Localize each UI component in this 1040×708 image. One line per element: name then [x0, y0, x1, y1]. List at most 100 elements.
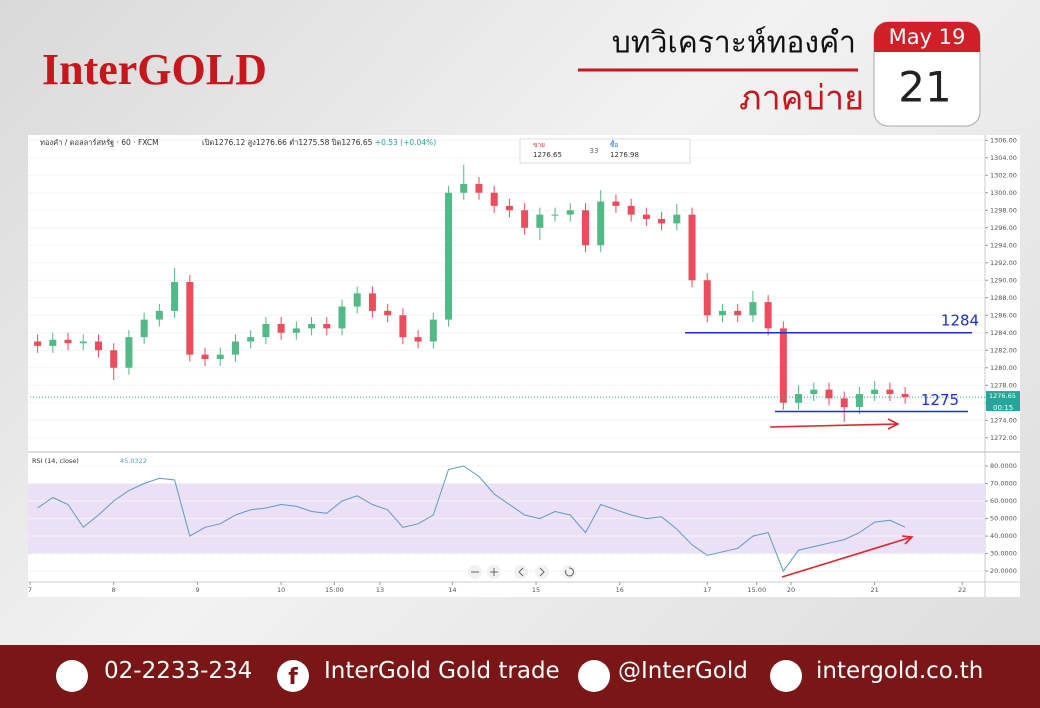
candle-body	[581, 210, 589, 246]
candle-body	[186, 282, 194, 355]
candle-body	[749, 302, 757, 316]
y-tick-label: 50.0000	[990, 515, 1017, 523]
x-tick-label: 8	[112, 586, 116, 594]
y-tick-label: 20.0000	[990, 567, 1017, 575]
y-tick-label: 60.0000	[990, 497, 1017, 505]
candle-body	[262, 324, 270, 338]
candle-body	[779, 328, 787, 403]
sell-price: 1276.65	[533, 151, 562, 159]
candle-body	[49, 339, 57, 346]
candle-body	[718, 310, 726, 316]
y-tick-label: 1302.00	[990, 171, 1017, 179]
y-tick-label: 1274.00	[990, 416, 1017, 424]
line: @InterGold	[618, 658, 748, 684]
x-tick-label: 9	[195, 586, 199, 594]
web-icon	[770, 660, 802, 692]
candle-body	[627, 205, 635, 215]
ohlc-value: 1276.12	[214, 138, 245, 147]
y-tick-label: 70.0000	[990, 480, 1017, 488]
y-tick-label: 1284.00	[990, 329, 1017, 337]
candle-body	[353, 293, 361, 307]
candle-body	[94, 341, 102, 351]
y-tick-label: 40.0000	[990, 532, 1017, 540]
phone: 02-2233-234	[104, 658, 253, 684]
candle-body	[384, 310, 392, 316]
x-tick-label: 10	[277, 586, 285, 594]
candle-body	[368, 293, 376, 311]
x-tick-label: 17	[703, 586, 711, 594]
facebook-glyph: f	[288, 665, 298, 690]
candle-body	[505, 205, 513, 211]
candle-body	[551, 214, 559, 216]
arrow	[781, 535, 914, 578]
ohlc-label: ปิด	[331, 138, 342, 147]
candle-body	[734, 310, 742, 316]
candle-body	[292, 328, 300, 333]
y-tick-label: 1280.00	[990, 364, 1017, 372]
ohlc-value: 1276.66	[256, 138, 287, 147]
trade-box[interactable]	[519, 138, 691, 164]
subtitle: ภาคบ่าย	[739, 79, 864, 119]
y-tick-label: 1298.00	[990, 206, 1017, 214]
candle-body	[399, 315, 407, 338]
x-tick-label: 15	[532, 586, 540, 594]
candle-body	[825, 389, 833, 399]
y-tick-label: 1300.00	[990, 189, 1017, 197]
candle-body	[216, 354, 224, 359]
candle-body	[277, 324, 285, 333]
candle-body	[231, 341, 239, 355]
candle-body	[110, 350, 118, 368]
candle-body	[658, 219, 666, 224]
candle-body	[901, 394, 909, 398]
x-tick-label: 22	[958, 586, 966, 594]
ohlc-value: 1275.58	[298, 138, 329, 147]
spread: 33	[590, 147, 599, 155]
candle-body	[460, 184, 468, 193]
candle-body	[566, 210, 574, 215]
y-tick-label: 1294.00	[990, 241, 1017, 249]
nav-buttons[interactable]	[468, 565, 576, 579]
symbol: ทองคำ / ดอลลาร์สหรัฐ · 60 · FXCM	[40, 138, 159, 147]
ohlc: เปิด1276.12 สูง1276.66 ต่ำ1275.58 ปิด127…	[202, 137, 436, 147]
candle-body	[688, 214, 696, 281]
x-tick-label: 15:00	[325, 586, 344, 594]
ohlc-label: สูง	[248, 138, 257, 147]
candle-body	[79, 341, 87, 344]
buy-price: 1276.98	[610, 151, 639, 159]
candle-body	[871, 389, 879, 394]
candle-body	[308, 324, 316, 329]
x-tick-label: 20	[787, 586, 795, 594]
candle-body	[521, 210, 529, 228]
y-tick-label: 80.0000	[990, 462, 1017, 470]
y-tick-label: 1296.00	[990, 224, 1017, 232]
buy-label: ซื้อ	[610, 140, 618, 149]
sell-label: ขาย	[533, 141, 545, 149]
candle-body	[795, 394, 803, 403]
y-tick-label: 30.0000	[990, 550, 1017, 558]
calendar-month: May 19	[889, 25, 966, 49]
candle-body	[642, 214, 650, 219]
ohlc-label: เปิด	[202, 138, 214, 147]
y-tick-label: 1306.00	[990, 136, 1017, 144]
candle-body	[171, 282, 179, 311]
x-tick-label: 13	[376, 586, 384, 594]
y-tick-label: 1286.00	[990, 311, 1017, 319]
candle-body	[764, 302, 772, 329]
candle-body	[597, 201, 605, 246]
price-tag	[986, 391, 1020, 412]
candle-body	[125, 337, 133, 368]
candle-body	[475, 184, 483, 193]
facebook: InterGold Gold trade	[324, 658, 560, 684]
x-tick-label: 21	[871, 586, 879, 594]
candle-body	[429, 319, 437, 342]
candle-body	[323, 324, 331, 329]
level-label: 1275	[921, 391, 959, 409]
candle-body	[201, 354, 209, 359]
candle-body	[338, 306, 346, 329]
x-tick-label: 15:00	[747, 586, 766, 594]
candle-body	[414, 337, 422, 342]
time-left: 00:15	[993, 404, 1013, 412]
ohlc-value: 1276.65	[341, 138, 372, 147]
footer-band	[0, 645, 1040, 708]
